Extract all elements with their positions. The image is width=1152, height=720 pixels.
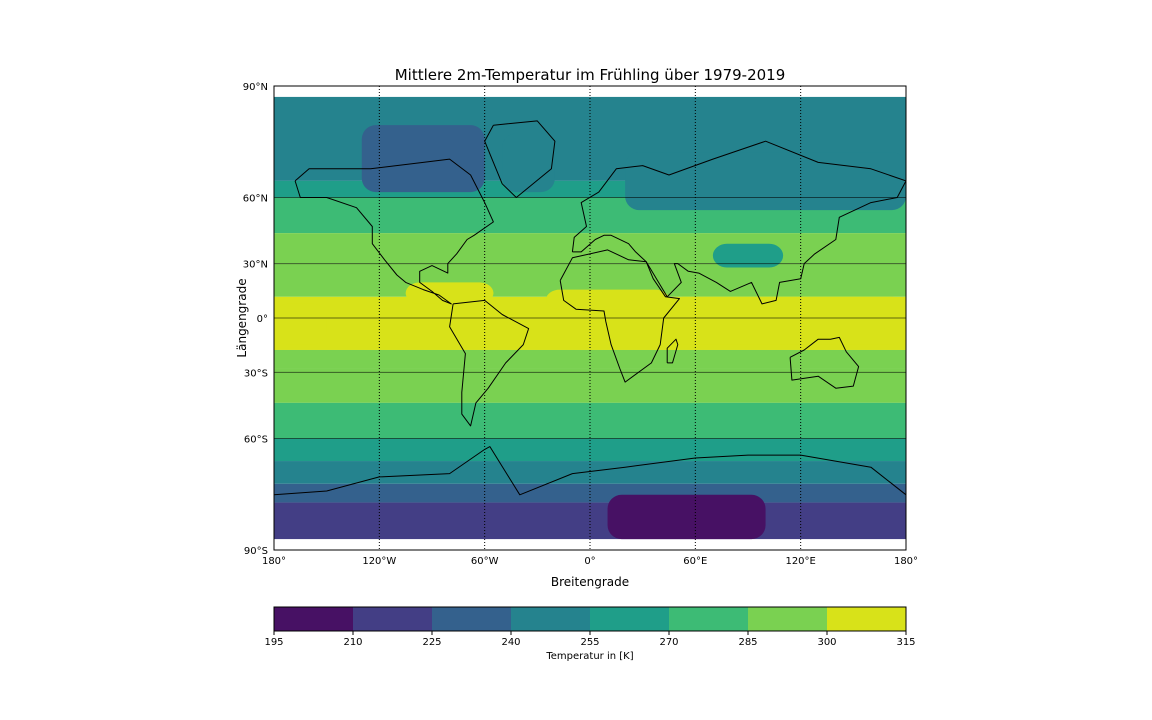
australia-outline <box>789 336 860 389</box>
temperature-patch <box>625 152 906 211</box>
latitude-tick-label: 60°N <box>243 193 268 204</box>
temperature-patch <box>502 133 555 193</box>
colorbar-tick-label: 210 <box>343 637 362 648</box>
europe-asia-outline <box>571 140 906 305</box>
longitude-tick-label: 120°W <box>362 556 396 567</box>
longitude-tick-label: 180° <box>262 556 286 567</box>
longitude-tick-label: 60°E <box>683 556 707 567</box>
north-america-outline <box>294 158 494 305</box>
latitude-tick-label: 30°N <box>243 260 268 271</box>
colorbar: 195 210 225 240 255 270 285 300 315 <box>264 606 916 648</box>
colorbar-tick-label: 300 <box>817 637 836 648</box>
temperature-patch <box>274 303 327 345</box>
latitude-tick-label: 90°N <box>243 82 268 93</box>
graticule <box>274 86 906 550</box>
latitude-tick-label: 90°S <box>244 546 268 557</box>
colorbar-segment <box>353 607 433 631</box>
latitude-tick-label: 30°S <box>244 368 268 379</box>
temperature-band <box>274 368 906 403</box>
temperature-band <box>274 483 906 503</box>
antarctica-outline <box>274 446 906 496</box>
colorbar-segment <box>590 607 670 631</box>
colorbar-segment <box>511 607 591 631</box>
map-plot-area <box>273 85 907 551</box>
colorbar-segment <box>827 607 907 631</box>
colorbar-tick-label: 240 <box>501 637 520 648</box>
map-title: Mittlere 2m-Temperatur im Frühling über … <box>395 66 786 84</box>
temperature-band <box>274 402 906 439</box>
colorbar-tick-label: 225 <box>422 637 441 648</box>
colorbar-tick-label: 315 <box>896 637 915 648</box>
colorbar-tick-label: 270 <box>659 637 678 648</box>
temperature-patch <box>361 125 485 193</box>
temperature-band <box>274 461 906 484</box>
colorbar-tick-label: 255 <box>580 637 599 648</box>
madagascar-outline <box>666 338 679 364</box>
south-america-outline <box>449 299 530 427</box>
x-axis-label: Breitengrade <box>551 575 629 589</box>
latitude-tick-label: 60°S <box>244 435 268 446</box>
colorbar-segment <box>748 607 828 631</box>
temperature-patch <box>546 289 669 310</box>
map-frame <box>273 85 907 551</box>
temperature-patch <box>669 296 906 345</box>
africa-outline <box>559 249 680 383</box>
longitude-tick-label: 180° <box>894 556 918 567</box>
colorbar-tick-label: 195 <box>264 637 283 648</box>
temperature-patch <box>607 494 766 540</box>
colorbar-tick-label: 285 <box>738 637 757 648</box>
latitude-tick-label: 0° <box>257 314 268 325</box>
colorbar-label: Temperatur in [K] <box>545 651 633 662</box>
colorbar-segment <box>669 607 749 631</box>
longitude-ticks: 180° 120°W 60°W 0° 60°E 120°E 180° <box>262 556 918 567</box>
y-axis-label: Längengrade <box>235 278 249 357</box>
longitude-tick-label: 120°E <box>785 556 815 567</box>
continent-outlines <box>274 120 906 496</box>
temperature-patch <box>712 243 784 268</box>
colorbar-segment <box>432 607 512 631</box>
colorbar-segment <box>274 607 354 631</box>
temperature-band <box>274 502 906 540</box>
longitude-tick-label: 60°W <box>471 556 499 567</box>
longitude-tick-label: 0° <box>584 556 595 567</box>
latitude-ticks: 90°N 60°N 30°N 0° 30°S 60°S 90°S <box>243 82 268 557</box>
